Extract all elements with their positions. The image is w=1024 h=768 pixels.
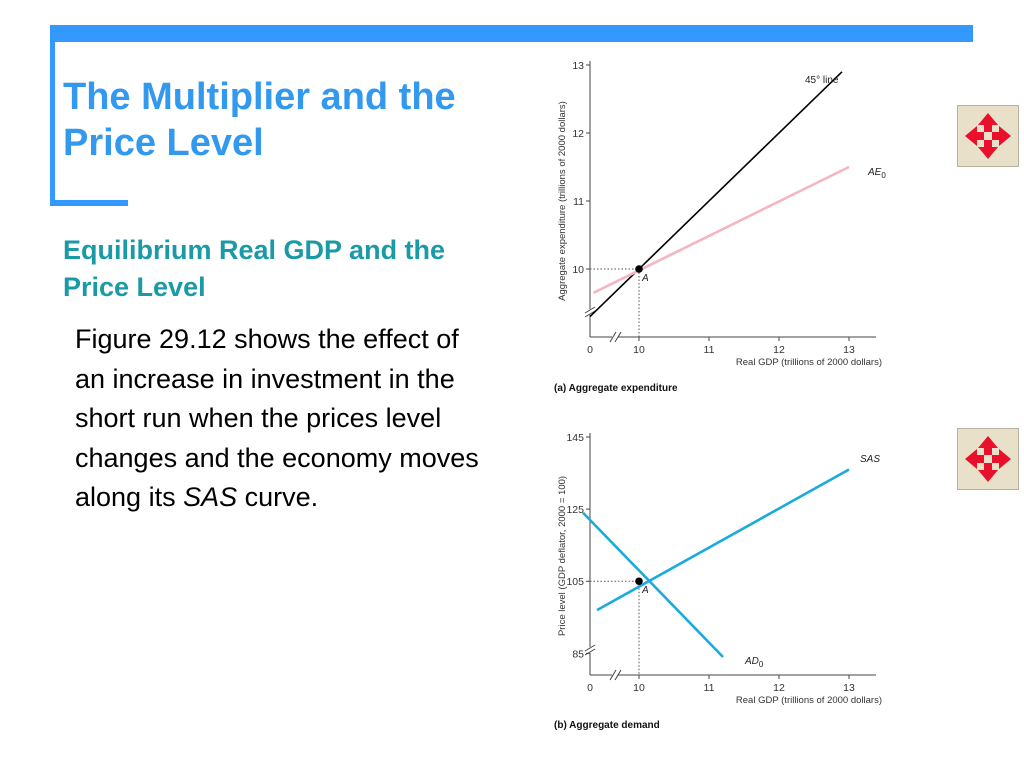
x-axis-title: Real GDP (trillions of 2000 dollars): [736, 695, 882, 706]
y-axis-break-gap: [585, 309, 595, 315]
equilibrium-point-label: A: [641, 585, 649, 596]
x-axis-break-gap: [612, 670, 618, 680]
series-label-2: AD0: [744, 656, 764, 669]
x-origin-label: 0: [587, 682, 593, 694]
x-tick-label: 11: [704, 682, 715, 694]
x-origin-label: 0: [587, 344, 593, 356]
y-axis-title: Price level (GDP deflator, 2000 = 100): [557, 476, 568, 636]
y-axis-title: Aggregate expenditure (trillions of 2000…: [557, 101, 568, 301]
y-tick-label: 12: [572, 128, 584, 140]
x-axis-break-mark: [614, 331, 622, 343]
header-accent-bar: [50, 25, 973, 42]
equilibrium-point-label: A: [641, 273, 649, 284]
y-tick-label: 105: [566, 576, 584, 588]
slide-subtitle: Equilibrium Real GDP and the Price Level: [63, 235, 446, 302]
nav-button-expenditure[interactable]: [957, 105, 1019, 167]
x-axis-break-mark: [609, 669, 617, 681]
y-axis-break-mark: [584, 310, 596, 318]
body-paragraph: Figure 29.12 shows the effect of an incr…: [75, 320, 495, 518]
x-tick-label: 12: [773, 682, 785, 694]
x-axis-break-mark: [614, 669, 622, 681]
y-axis-break-mark: [584, 306, 596, 314]
x-tick-label: 13: [843, 344, 855, 356]
chart-caption: (b) Aggregate demand: [554, 720, 660, 731]
four-way-arrows-icon: [965, 113, 1011, 159]
body-text-italic: SAS: [183, 482, 238, 512]
body-text-end: curve.: [237, 482, 319, 512]
x-tick-label: 10: [633, 682, 645, 694]
series-line-2: [582, 511, 724, 658]
four-way-arrows-icon: [965, 436, 1011, 482]
body-text-start: Figure 29.12 shows the effect of an incr…: [75, 324, 479, 512]
y-axis-break-mark: [584, 644, 596, 652]
x-tick-label: 11: [704, 344, 715, 356]
y-tick-label: 85: [572, 648, 584, 660]
x-tick-label: 12: [773, 344, 785, 356]
y-tick-label: 13: [572, 60, 584, 72]
x-axis-title: Real GDP (trillions of 2000 dollars): [736, 357, 882, 368]
series-line-1: [589, 71, 843, 318]
y-tick-label: 11: [573, 196, 584, 208]
slide-title: The Multiplier and the Price Level: [63, 76, 456, 164]
y-tick-label: 10: [572, 264, 584, 276]
series-label-1: 45° line: [805, 75, 839, 86]
equilibrium-point: [635, 577, 643, 586]
chart-caption: (a) Aggregate expenditure: [554, 383, 678, 394]
x-axis-break-mark: [609, 331, 617, 343]
series-line-1: [596, 468, 850, 612]
y-axis-break-gap: [585, 647, 595, 653]
title-underline-bar: [50, 200, 128, 206]
title-accent-bar: [50, 25, 55, 205]
series-line-2: [592, 165, 850, 294]
y-tick-label: 125: [566, 504, 584, 516]
x-tick-label: 10: [633, 344, 645, 356]
series-label-2: AE0: [867, 167, 886, 180]
x-tick-label: 13: [843, 682, 855, 694]
equilibrium-point: [635, 265, 643, 273]
series-label-1: SAS: [860, 454, 880, 465]
nav-button-demand[interactable]: [957, 428, 1019, 490]
x-axis-break-gap: [612, 332, 618, 342]
y-axis-break-mark: [584, 648, 596, 656]
y-tick-label: 145: [566, 432, 584, 444]
